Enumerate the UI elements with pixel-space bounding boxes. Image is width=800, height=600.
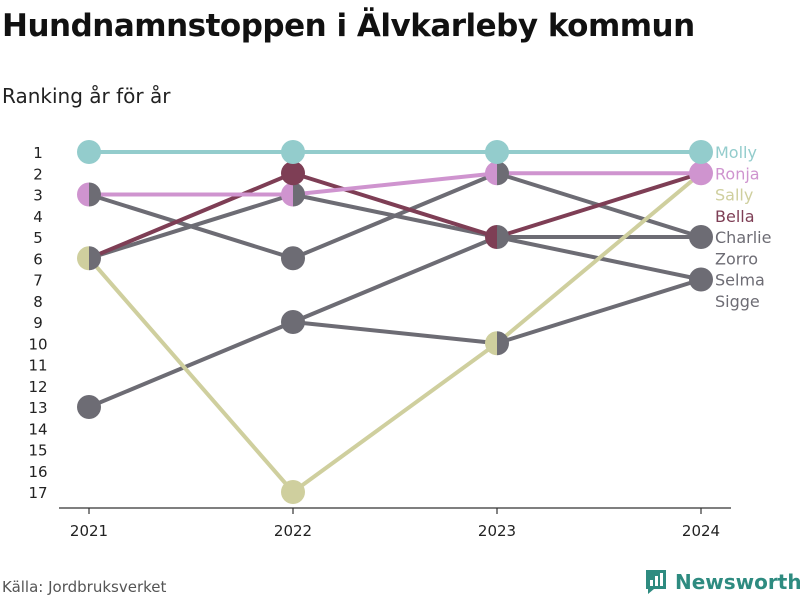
point-2022-rank-6 [281,246,305,271]
point-2021-rank-3-left [77,182,89,207]
y-tick-label-8: 8 [33,293,43,311]
end-label-bella: Bella [715,207,755,226]
chart-subtitle: Ranking år för år [2,84,171,108]
brand-name: Newsworthy [675,570,800,594]
y-tick-label-13: 13 [28,399,47,417]
x-tick-label-2024: 2024 [682,522,720,540]
point-2022-rank-1 [281,140,305,164]
series-line-sigge [87,235,703,409]
series-line-charlie [87,171,703,261]
point-2023-rank-10-left [485,331,497,356]
point-2024-rank-7 [689,267,713,292]
point-2021-rank-6-left [77,246,89,271]
y-tick-label-6: 6 [33,250,43,268]
point-2023-rank-10-right [497,331,509,356]
x-tick-label-2021: 2021 [70,522,108,540]
end-label-selma: Selma [715,271,765,290]
y-tick-label-10: 10 [28,335,47,353]
point-2024-rank-1 [689,140,713,164]
y-tick-label-15: 15 [28,442,47,460]
point-2021-rank-1 [77,140,101,164]
end-label-ronja: Ronja [715,164,760,183]
y-tick-label-12: 12 [28,378,47,396]
y-tick-label-2: 2 [33,165,43,183]
series-line-ronja [87,171,703,197]
brand-logo: Newsworthy [644,568,800,596]
y-tick-label-3: 3 [33,187,43,205]
y-tick-label-5: 5 [33,229,43,247]
point-2023-rank-5-left [485,225,497,249]
end-label-charlie: Charlie [715,228,771,247]
point-2021-rank-6-right [89,246,101,271]
y-tick-label-1: 1 [33,144,43,162]
source-note: Källa: Jordbruksverket [2,578,167,596]
point-2022-rank-3-right [293,182,305,207]
y-tick-label-11: 11 [28,357,47,375]
y-tick-label-16: 16 [28,463,47,481]
y-tick-label-7: 7 [33,272,43,290]
series-line-sally [87,171,703,494]
point-2023-rank-2-left [485,161,497,186]
point-2024-rank-5 [689,225,713,249]
y-tick-label-4: 4 [33,208,43,226]
x-tick-label-2022: 2022 [274,522,312,540]
newsworthy-logo-icon [646,570,666,594]
point-2024-rank-2 [689,161,713,186]
point-2022-rank-2 [281,161,305,186]
end-label-zorro: Zorro [715,249,758,268]
point-2021-rank-3-right [89,182,101,207]
point-2022-rank-17 [281,480,305,504]
x-tick-label-2023: 2023 [478,522,516,540]
end-label-sigge: Sigge [715,292,760,311]
y-tick-label-17: 17 [28,484,47,502]
y-tick-label-9: 9 [33,314,43,332]
point-2023-rank-2-right [497,161,509,186]
point-2022-rank-3-left [281,182,293,207]
end-label-molly: Molly [715,143,757,162]
y-tick-label-14: 14 [28,420,47,438]
series-line-bella [87,171,703,261]
end-label-sally: Sally [715,186,753,205]
point-2021-rank-13 [77,395,101,419]
chart-title: Hundnamnstoppen i Älvkarleby kommun [2,8,695,44]
point-2022-rank-9 [281,310,305,334]
point-2023-rank-5-right [497,225,509,249]
point-2023-rank-1 [485,140,509,164]
